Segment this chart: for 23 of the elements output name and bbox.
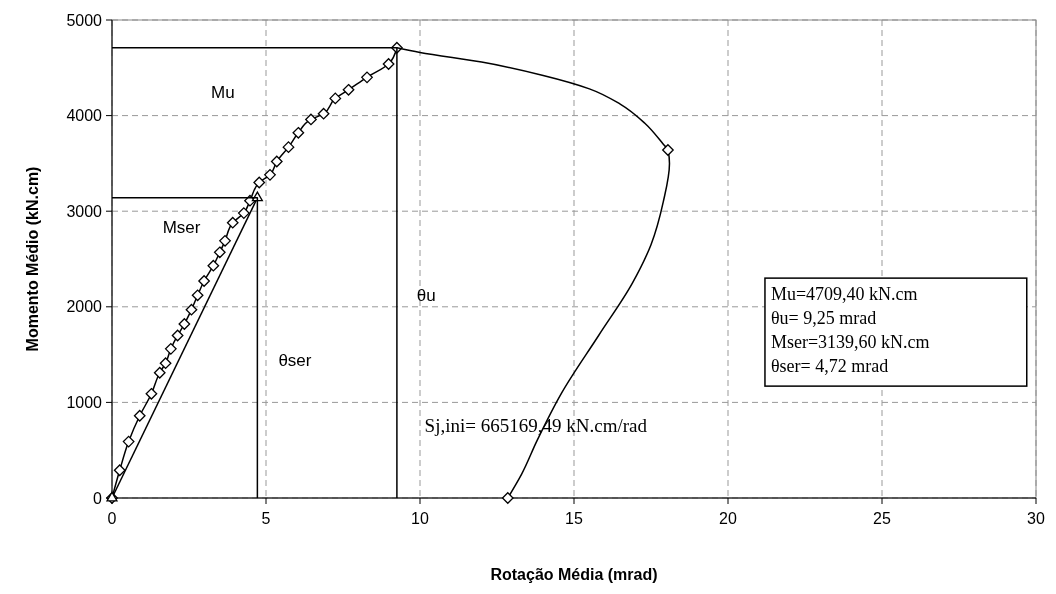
y-tick-label: 0 [93, 489, 103, 507]
x-tick-label: 20 [719, 510, 737, 527]
x-axis-title: Rotação Média (mrad) [490, 566, 658, 583]
x-tick-label: 15 [565, 510, 583, 527]
y-tick-label: 3000 [66, 202, 103, 220]
annotation: θu= 9,25 mrad [770, 308, 877, 329]
annotation: Mu=4709,40 kN.cm [770, 284, 918, 305]
x-tick-label: 0 [107, 510, 117, 527]
annotation: Mser [162, 217, 201, 237]
annotation: θu [416, 285, 436, 305]
y-tick-label: 1000 [66, 394, 103, 411]
y-tick-label: 5000 [66, 11, 103, 29]
x-tick-label: 30 [1027, 510, 1045, 527]
annotation: Mu [211, 82, 235, 102]
annotation: Mser=3139,60 kN.cm [770, 332, 930, 353]
y-axis-title: Momento Médio (kN.cm) [24, 166, 41, 352]
y-tick-label: 4000 [66, 107, 103, 125]
annotation: θser [278, 351, 312, 371]
y-tick-label: 2000 [66, 298, 103, 316]
annotation: θser= 4,72 mrad [770, 356, 889, 377]
x-tick-label: 5 [261, 510, 271, 527]
x-tick-label: 25 [873, 510, 891, 527]
x-tick-label: 10 [411, 510, 429, 527]
